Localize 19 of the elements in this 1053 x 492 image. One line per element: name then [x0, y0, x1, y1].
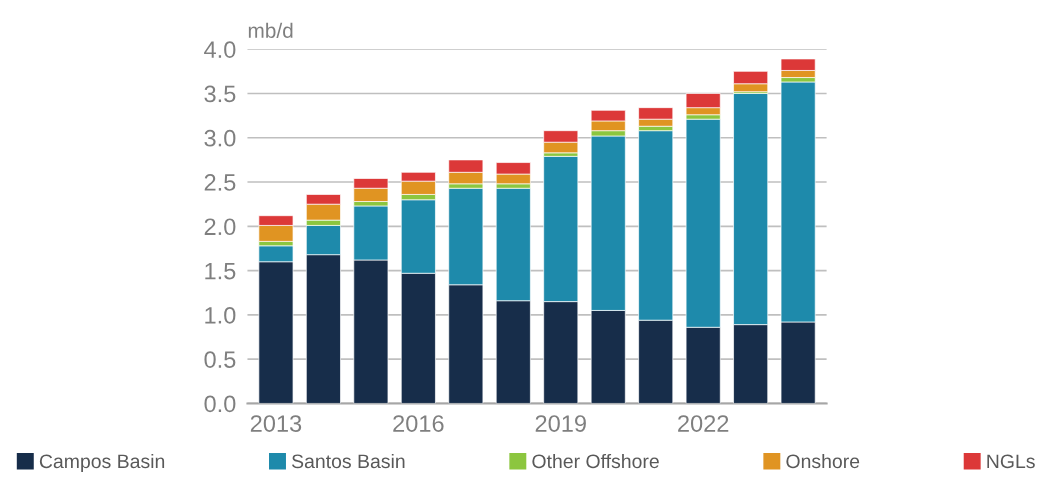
y-tick-label: 2.0	[204, 218, 236, 236]
x-tick-label: 2019	[535, 415, 586, 432]
x-tick-label: 2013	[250, 415, 302, 432]
legend-label: Other Offshore	[532, 453, 659, 469]
y-tick-label: 3.5	[204, 85, 236, 103]
x-tick-label: 2016	[393, 415, 444, 432]
y-tick-label: 1.5	[205, 262, 236, 280]
legend-label: NGLs	[987, 454, 1035, 469]
legend-label: Campos Basin	[39, 453, 165, 473]
legend-label: Santos Basin	[291, 453, 405, 469]
x-tick-label: 2022	[678, 415, 729, 432]
y-tick-label: 4.0	[204, 41, 236, 58]
y-tick-label: 3.0	[204, 129, 236, 147]
y-axis-title: mb/d	[248, 22, 293, 38]
y-tick-label: 0.0	[204, 395, 236, 413]
y-tick-label: 1.0	[205, 306, 236, 324]
y-tick-label: 2.5	[204, 174, 236, 191]
y-tick-label: 0.5	[204, 351, 236, 368]
legend-label: Onshore	[786, 453, 860, 469]
